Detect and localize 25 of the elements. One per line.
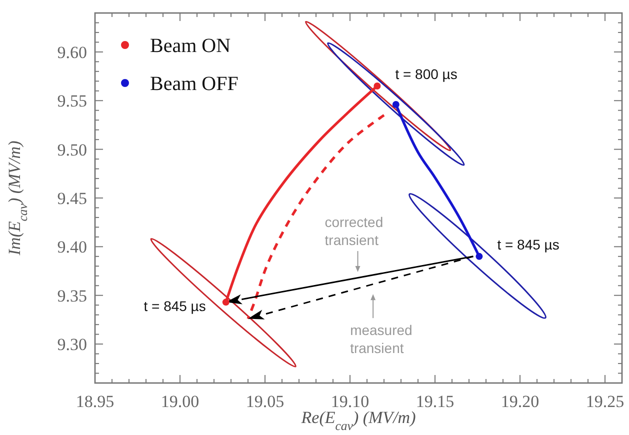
x-axis-title: Re(E$_{cav}$) (MV/m) [300, 408, 416, 433]
y-tick-label: 9.35 [57, 286, 87, 306]
y-tick-label: 9.40 [57, 238, 87, 257]
y-tick-label: 9.45 [57, 189, 87, 208]
y-tick-label: 9.60 [57, 42, 87, 62]
point [222, 298, 230, 306]
annotation: measured transient [350, 322, 412, 356]
x-tick-label: 18.95 [76, 392, 114, 411]
x-tick-label: 19.20 [500, 392, 540, 411]
annotation: t = 800 µs [395, 66, 458, 82]
annotation: corrected transient [324, 214, 384, 248]
x-tick-label: 19.10 [330, 392, 370, 411]
legend-label: Beam ON [150, 35, 231, 57]
y-tick-label: 9.55 [57, 92, 87, 111]
x-tick-label: 19.05 [246, 392, 284, 411]
line-series [246, 114, 386, 320]
x-tick-label: 19.25 [586, 392, 624, 411]
x-tick-label: 19.00 [160, 392, 200, 411]
y-tick-label: 9.30 [57, 335, 87, 354]
legend-label: Beam OFF [150, 73, 238, 95]
x-tick-label: 19.15 [416, 392, 454, 411]
point [374, 82, 381, 90]
annotation: t = 845 µs [497, 236, 560, 252]
annotation: t = 845 µs [144, 298, 206, 314]
y-tick-label: 9.50 [57, 140, 87, 160]
